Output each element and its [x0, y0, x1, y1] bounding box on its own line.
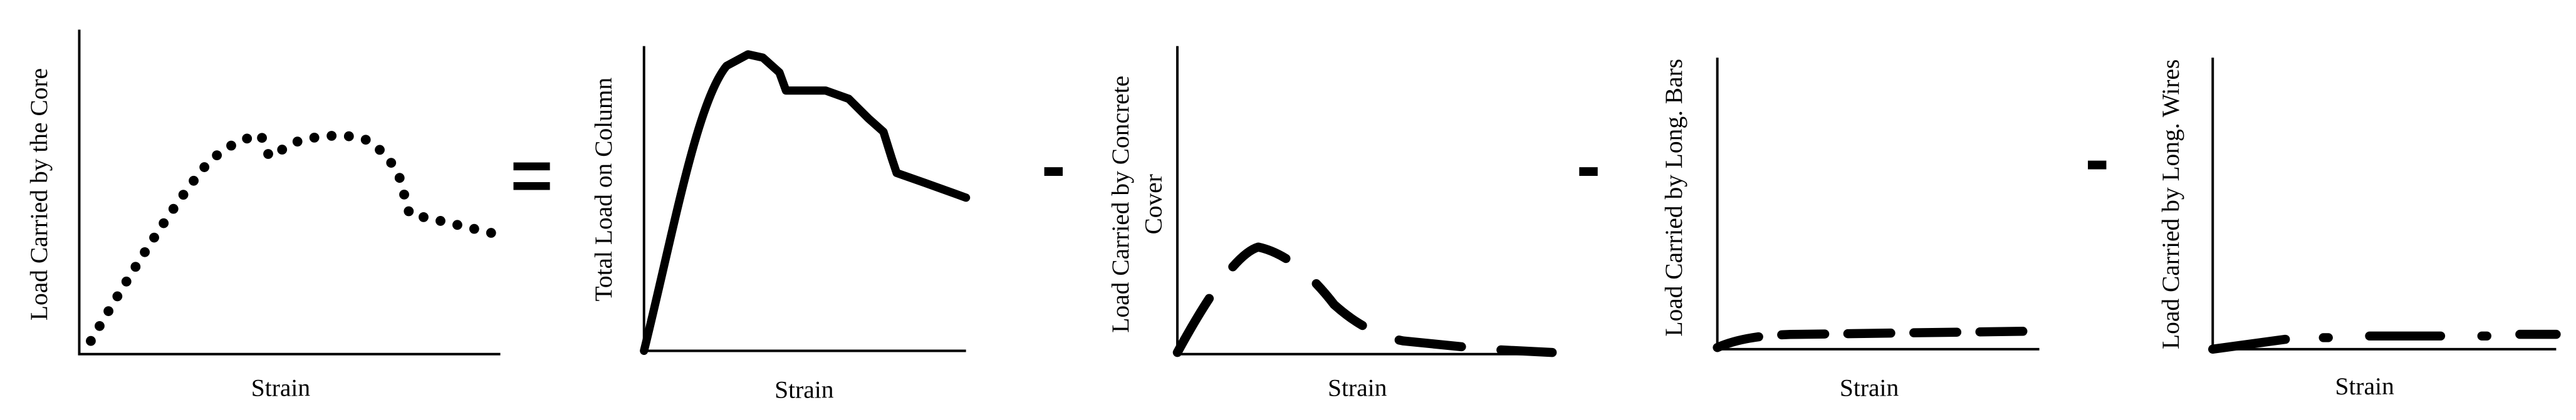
- axes: [78, 29, 501, 356]
- axes: [2211, 58, 2557, 351]
- operator: -: [1041, 125, 1066, 206]
- axes: [1716, 58, 2040, 351]
- x-axis-label: Strain: [1328, 374, 1387, 402]
- bars-curve: [1713, 326, 2044, 352]
- y-axis-label: Load Carried by Long. Wires: [2157, 59, 2184, 349]
- panel-wires: Load Carried by Long. Wires Strain: [2157, 58, 2561, 400]
- panel-total: Total Load on Column Strain: [590, 46, 971, 403]
- operator: =: [511, 135, 553, 216]
- y-axis-label: Load Carried by the Core: [25, 68, 53, 320]
- total-curve: [640, 50, 971, 356]
- y-axis-label: Total Load on Column: [590, 77, 617, 301]
- axes: [1176, 46, 1553, 356]
- wires-curve: [2208, 329, 2561, 354]
- panel-core: Load Carried by the Core Strain: [25, 29, 501, 402]
- y-axis-label: Load Carried by Long. Bars: [1660, 59, 1687, 337]
- x-axis-label: Strain: [251, 374, 311, 402]
- core-curve: [86, 130, 501, 346]
- x-axis-label: Strain: [1840, 374, 1899, 402]
- operator: -: [1577, 125, 1601, 206]
- x-axis-label: Strain: [2335, 372, 2394, 400]
- y-axis-label: Cover: [1140, 174, 1167, 234]
- panel-cover: Load Carried by Concrete Cover Strain: [1107, 46, 1557, 402]
- operator: -: [2085, 118, 2109, 200]
- x-axis-label: Strain: [774, 376, 834, 403]
- y-axis-label: Load Carried by Concrete: [1107, 76, 1134, 333]
- cover-curve: [1172, 242, 1557, 357]
- panel-bars: Load Carried by Long. Bars Strain: [1660, 58, 2044, 402]
